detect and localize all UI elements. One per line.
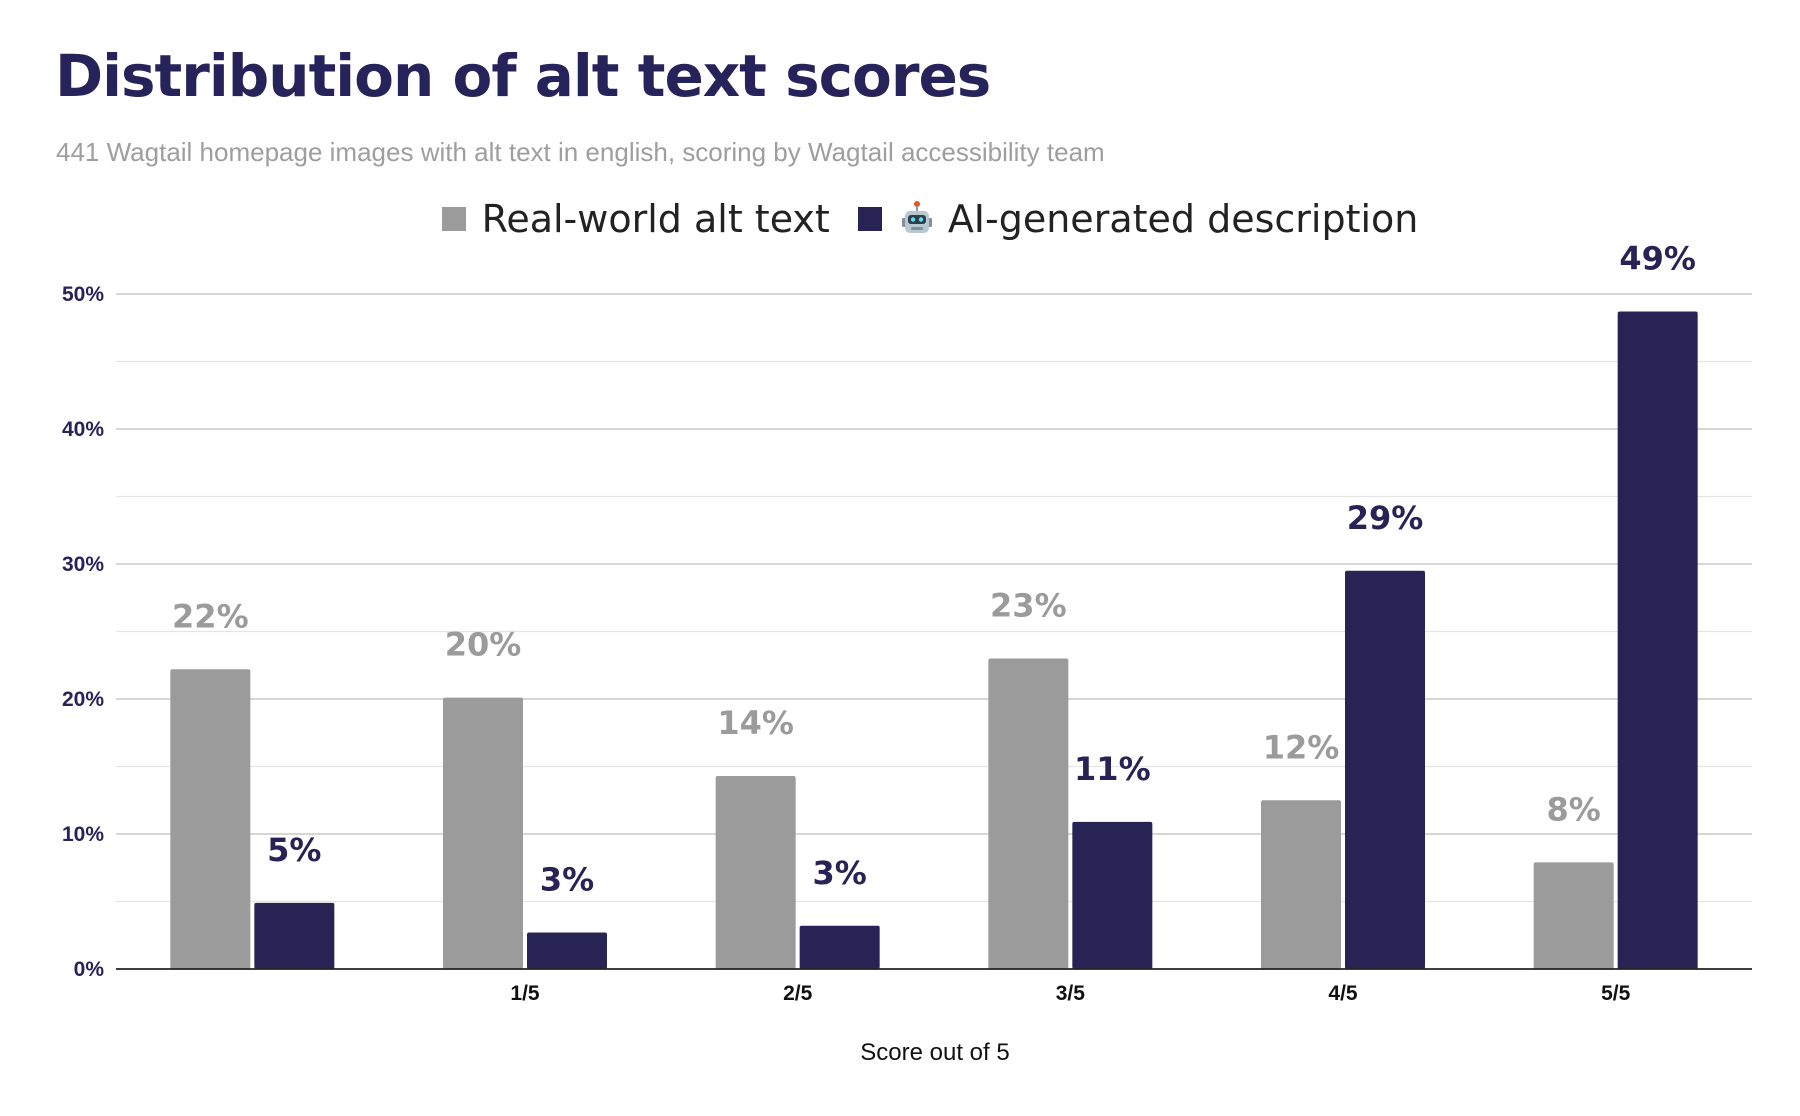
bar-ai-generated bbox=[1072, 821, 1153, 969]
data-label: 8% bbox=[1547, 790, 1601, 828]
data-label: 29% bbox=[1347, 499, 1424, 537]
bar-real-world bbox=[1261, 800, 1341, 969]
x-tick-label: 2/5 bbox=[783, 982, 813, 1005]
y-tick-label: 0% bbox=[74, 958, 105, 981]
bar-ai-generated bbox=[527, 932, 607, 969]
data-label: 3% bbox=[813, 854, 867, 892]
data-label: 22% bbox=[172, 597, 249, 635]
data-label: 23% bbox=[990, 587, 1067, 625]
legend-item-real-world[interactable]: Real-world alt text bbox=[441, 197, 830, 241]
x-axis-title: Score out of 5 bbox=[860, 1039, 1010, 1066]
bar-real-world bbox=[170, 669, 251, 969]
y-tick-label: 50% bbox=[62, 283, 104, 306]
legend-swatch-ai-generated bbox=[857, 207, 882, 231]
y-tick-label: 30% bbox=[62, 553, 104, 576]
legend-swatch-real-world bbox=[441, 207, 466, 231]
data-label: 14% bbox=[717, 704, 794, 742]
data-label: 12% bbox=[1263, 728, 1340, 766]
data-label: 49% bbox=[1619, 240, 1696, 278]
legend-label-real-world: Real-world alt text bbox=[481, 197, 830, 241]
legend-label-ai-generated: AI-generated description bbox=[947, 197, 1419, 241]
y-tick-label: 20% bbox=[62, 688, 104, 711]
y-tick-label: 10% bbox=[62, 823, 104, 846]
data-label: 11% bbox=[1074, 750, 1151, 788]
bar-ai-generated bbox=[1345, 570, 1425, 969]
data-label: 3% bbox=[540, 861, 594, 899]
bar-real-world bbox=[715, 775, 796, 969]
x-tick-label: 1/5 bbox=[510, 982, 540, 1005]
legend-item-ai-generated[interactable]: AI-generated description bbox=[857, 197, 1419, 241]
chart-title: Distribution of alt text scores bbox=[55, 42, 991, 110]
x-tick-label: 4/5 bbox=[1328, 982, 1358, 1005]
bar-ai-generated bbox=[1617, 311, 1698, 969]
legend: Real-world alt text AI-generated descrip… bbox=[0, 197, 1800, 241]
bar-ai-generated bbox=[254, 902, 335, 969]
bar-real-world bbox=[988, 658, 1069, 969]
data-label: 20% bbox=[445, 626, 522, 664]
bar-ai-generated bbox=[799, 925, 880, 969]
x-tick-label: 5/5 bbox=[1601, 982, 1631, 1005]
data-label: 5% bbox=[267, 831, 321, 869]
x-tick-label: 3/5 bbox=[1056, 982, 1086, 1005]
y-tick-label: 40% bbox=[62, 418, 104, 441]
bar-real-world bbox=[1533, 862, 1614, 969]
robot-icon bbox=[901, 201, 932, 233]
bar-real-world bbox=[443, 697, 523, 969]
chart-subtitle: 441 Wagtail homepage images with alt tex… bbox=[56, 137, 1105, 167]
